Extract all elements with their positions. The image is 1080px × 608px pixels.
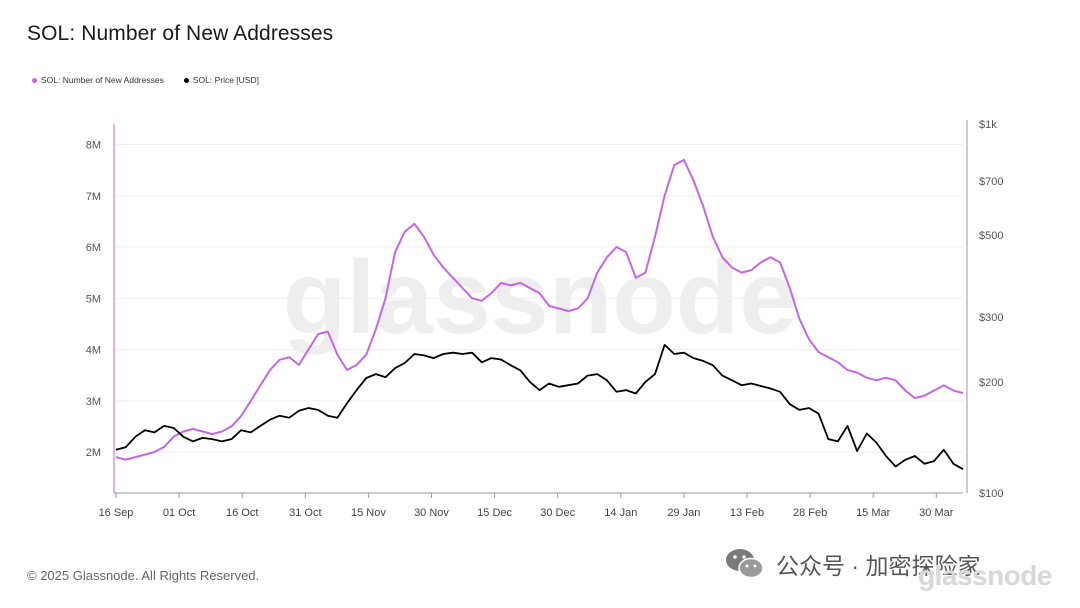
x-tick-label: 31 Oct <box>289 507 321 519</box>
copyright-footer: © 2025 Glassnode. All Rights Reserved. <box>27 568 260 583</box>
legend-item-price[interactable]: SOL: Price [USD] <box>183 75 259 85</box>
series-line-new-addresses <box>115 158 964 461</box>
watermark-text: glassnode <box>283 240 797 356</box>
wechat-account-text: 公众号 · 加密探险家 <box>776 553 981 579</box>
right-tick-label: $500 <box>979 230 1003 242</box>
legend: SOL: Number of New Addresses SOL: Price … <box>32 75 259 85</box>
gridlines <box>114 144 963 453</box>
right-tick-label: $300 <box>979 312 1003 324</box>
left-axis-ticks: 8M 7M 6M 5M 4M 3M 2M <box>86 140 101 460</box>
right-tick-label: $200 <box>979 377 1003 389</box>
left-tick-label: 7M <box>86 191 101 203</box>
x-tick-label: 01 Oct <box>163 507 195 519</box>
legend-label-new-addresses: SOL: Number of New Addresses <box>41 75 164 85</box>
wechat-icon <box>726 549 764 579</box>
right-tick-label: $1k <box>979 119 997 131</box>
series-line-price <box>115 343 964 470</box>
chart-title: SOL: Number of New Addresses <box>27 22 334 45</box>
x-tick-label: 16 Oct <box>226 507 258 519</box>
left-tick-label: 6M <box>86 242 101 254</box>
right-tick-label: $700 <box>979 176 1003 188</box>
x-tick-label: 30 Nov <box>414 507 449 519</box>
left-tick-label: 8M <box>86 140 101 152</box>
legend-item-new-addresses[interactable]: SOL: Number of New Addresses <box>32 75 164 85</box>
x-tick-label: 15 Nov <box>351 507 386 519</box>
axes <box>113 120 968 494</box>
legend-dot-price <box>183 77 189 83</box>
x-tick-label: 16 Sep <box>99 507 134 519</box>
x-tick-label: 30 Mar <box>919 507 954 519</box>
legend-dot-new-addresses <box>32 77 37 83</box>
brand-watermark: glassnode <box>918 560 1052 591</box>
x-tick-label: 14 Jan <box>604 507 637 519</box>
x-tick-label: 28 Feb <box>793 507 827 519</box>
left-tick-label: 3M <box>86 396 101 408</box>
x-tick-label: 15 Dec <box>477 507 512 519</box>
right-axis-ticks: $1k $700 $500 $300 $200 $100 <box>979 119 1003 500</box>
x-tick-label: 15 Mar <box>856 507 891 519</box>
legend-label-price: SOL: Price [USD] <box>192 75 259 85</box>
x-tick-label: 29 Jan <box>667 507 700 519</box>
left-tick-label: 2M <box>86 447 101 459</box>
right-tick-label: $100 <box>979 488 1003 500</box>
left-tick-label: 4M <box>86 345 101 357</box>
x-tick-label: 30 Dec <box>540 507 575 519</box>
x-tick-label: 13 Feb <box>730 507 764 519</box>
x-axis-ticks: 16 Sep 01 Oct 16 Oct 31 Oct 15 Nov 30 Nov 15 D… <box>99 493 954 519</box>
left-tick-label: 5M <box>86 293 101 305</box>
wechat-overlay: 公众号 · 加密探险家 <box>724 546 980 582</box>
